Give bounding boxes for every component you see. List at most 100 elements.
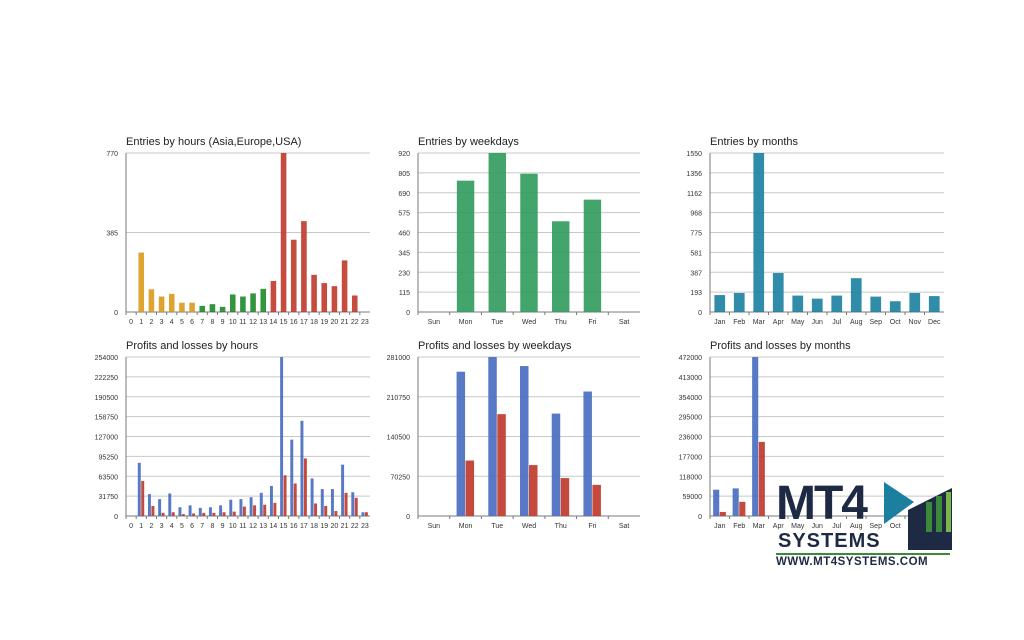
x-tick-label: Thu [555, 523, 567, 530]
bar [364, 512, 368, 516]
x-tick-label: Nov [909, 319, 922, 326]
y-tick-label: 1162 [687, 191, 702, 198]
bar [792, 295, 804, 312]
bar [583, 199, 602, 312]
x-tick-label: 15 [280, 319, 288, 326]
x-tick-label: Sep [870, 319, 883, 326]
bar [488, 153, 507, 312]
x-tick-label: Apr [773, 319, 785, 326]
bar [138, 252, 145, 312]
x-tick-label: Jun [812, 523, 823, 530]
x-tick-label: 9 [221, 523, 225, 530]
bar [151, 505, 155, 516]
y-tick-label: 193 [690, 290, 702, 297]
bar [189, 302, 195, 312]
x-tick-label: Sat [619, 319, 630, 326]
bar [179, 302, 185, 312]
x-tick-label: 13 [259, 523, 267, 530]
x-tick-label: 7 [200, 319, 204, 326]
x-tick-label: 6 [190, 523, 194, 530]
bar [148, 289, 155, 312]
x-tick-label: 10 [229, 319, 237, 326]
y-tick-label: 472000 [679, 355, 702, 362]
y-tick-label: 920 [398, 151, 410, 158]
y-tick-label: 0 [406, 514, 410, 521]
y-tick-label: 1550 [686, 151, 702, 158]
x-tick-label: 1 [139, 319, 143, 326]
bar [260, 288, 267, 312]
bar [321, 283, 328, 312]
bar [758, 441, 765, 516]
x-tick-label: Feb [733, 319, 745, 326]
y-tick-label: 230 [398, 270, 410, 277]
y-tick-label: 345 [398, 250, 410, 257]
bar [870, 296, 882, 312]
bar [293, 483, 297, 516]
brand-logo: MT4 SYSTEMS WWW.MT4SYSTEMS.COM [776, 478, 956, 573]
bar [259, 492, 263, 516]
bar [199, 305, 206, 312]
x-tick-label: Oct [890, 523, 901, 530]
bar [240, 296, 246, 312]
x-tick-label: 12 [249, 523, 257, 530]
bar [280, 357, 284, 516]
bar [171, 512, 175, 516]
bar [354, 497, 358, 516]
bar [137, 462, 141, 516]
bar [229, 294, 236, 312]
bar [739, 501, 746, 516]
bar [560, 478, 570, 516]
bar [732, 488, 739, 516]
bar [909, 293, 921, 312]
y-tick-label: 254000 [95, 355, 118, 362]
x-tick-label: Feb [733, 523, 745, 530]
x-tick-label: 22 [351, 319, 359, 326]
x-tick-label: Apr [773, 523, 785, 530]
bar [551, 413, 561, 516]
logo-sub: SYSTEMS [778, 530, 881, 552]
bar [290, 439, 294, 516]
x-tick-label: 18 [310, 319, 318, 326]
bar [456, 371, 466, 516]
bar [583, 391, 592, 516]
bar [270, 281, 277, 312]
x-tick-label: 14 [270, 319, 278, 326]
bar [181, 514, 185, 516]
chart-title-entries-hours: Entries by hours (Asia,Europe,USA) [126, 136, 302, 148]
y-tick-label: 222250 [95, 375, 118, 382]
bar [161, 512, 165, 516]
chart-title-entries-weekdays: Entries by weekdays [418, 136, 519, 148]
x-tick-label: Mar [753, 319, 766, 326]
x-tick-label: 7 [200, 523, 204, 530]
chart-title-pl-months: Profits and losses by months [710, 340, 851, 352]
x-tick-label: Sun [428, 319, 441, 326]
x-tick-label: 13 [259, 319, 267, 326]
x-tick-label: 15 [280, 523, 288, 530]
x-tick-label: 4 [170, 319, 174, 326]
logo-url: WWW.MT4SYSTEMS.COM [776, 556, 929, 568]
bar [889, 301, 901, 312]
bar [178, 507, 182, 516]
y-tick-label: 236000 [679, 435, 702, 442]
bar [212, 512, 216, 516]
x-tick-label: 4 [170, 523, 174, 530]
y-tick-label: 0 [406, 310, 410, 317]
bar [303, 458, 307, 516]
y-tick-label: 177000 [679, 454, 702, 461]
bar [753, 153, 765, 312]
x-tick-label: 0 [129, 319, 133, 326]
y-tick-label: 295000 [679, 415, 702, 422]
bar [168, 293, 175, 312]
x-tick-label: Dec [928, 319, 941, 326]
bar [456, 180, 475, 312]
y-tick-label: 140500 [387, 435, 410, 442]
y-tick-label: 354000 [679, 395, 702, 402]
bar [551, 221, 570, 312]
bar [713, 489, 720, 516]
y-tick-label: 0 [698, 310, 702, 317]
x-tick-label: May [791, 319, 805, 326]
bar [351, 492, 355, 516]
y-tick-label: 387 [690, 270, 702, 277]
x-tick-label: Mon [459, 319, 473, 326]
